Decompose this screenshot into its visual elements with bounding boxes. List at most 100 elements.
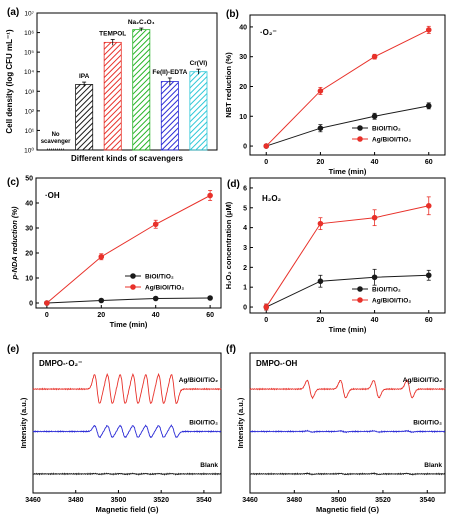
panel-d-annotation: H₂O₂ (262, 194, 282, 203)
panel-b-tag: (b) (226, 9, 239, 20)
panel-d-point-1-0 (263, 304, 270, 310)
panel-d-series-line-1 (265, 205, 429, 308)
panel-a-bar-label-5: Cr(VI) (190, 60, 208, 67)
panel-f-series-label-0: Ag/BiOI/TiO₂ (403, 377, 442, 384)
panel-e-series-label-1: BiOI/TiO₂ (189, 419, 218, 426)
panel-a-ytick-label-4: 10⁴ (24, 69, 34, 76)
panel-f-xlabel: Magnetic field (G) (316, 505, 379, 514)
panel-d-legend-marker-0 (357, 286, 363, 292)
panel-a-bar-2 (103, 41, 122, 151)
panel-b-frame (249, 14, 446, 156)
panel-a-xlabel: Different kinds of scavengers (71, 154, 184, 163)
panel-a-tag: (a) (7, 7, 19, 18)
panel-c-point-0-2 (152, 295, 159, 302)
panel-c-ytick-label-4: 40 (25, 201, 33, 208)
panel-d-xtick-label-0: 0 (264, 317, 268, 324)
panel-c-xtick-label-1: 20 (97, 312, 105, 319)
panel-f-annotation: DMPO-·OH (256, 359, 298, 368)
panel-d-legend-marker-1 (357, 297, 363, 303)
panel-c-legend-marker-1 (130, 284, 136, 290)
panel-d-series-line-0 (266, 274, 429, 308)
panel-e-xlabel: Magnetic field (G) (96, 505, 159, 514)
panel-c-tag: (c) (7, 177, 19, 188)
panel-c-legend-label-1: Ag/BiOI/TiO₂ (145, 285, 184, 292)
panel-b-ytick-label-4: 40 (239, 24, 247, 31)
panel-d-ytick-label-6: 6 (243, 185, 247, 192)
panel-f-tag: (f) (226, 344, 236, 355)
panel-c-point-1-1 (98, 253, 105, 260)
panel-b-xtick-label-3: 60 (425, 159, 433, 166)
panel-f-ylabel: Intensity (a.u.) (236, 397, 245, 448)
panel-b-point-1-2 (371, 53, 378, 60)
panel-e-spectrum-1 (32, 424, 222, 439)
panel-c-xtick-label-3: 60 (206, 312, 214, 319)
panel-e-frame (32, 352, 222, 494)
panel-b-xlabel: Time (min) (329, 167, 367, 176)
panel-c-ytick-label-0: 0 (29, 301, 33, 308)
panel-c-point-1-3 (207, 192, 213, 199)
panel-d-xtick-label-3: 60 (425, 317, 433, 324)
panel-d-point-1-2 (371, 214, 378, 221)
panel-e-annotation: DMPO-·O₂⁻ (39, 359, 82, 368)
panel-b-point-0-3 (425, 103, 432, 109)
panel-c-legend-marker-0 (130, 273, 136, 279)
panel-f-spectrum-0 (249, 379, 446, 400)
panel-d-tag: (d) (227, 179, 240, 190)
panel-d-ytick-label-0: 0 (243, 305, 247, 312)
panel-d-legend-label-1: Ag/BiOI/TiO₂ (372, 298, 411, 305)
panel-a-bar-label-2: TEMPOL (99, 30, 126, 37)
panel-d-point-0-2 (371, 274, 378, 281)
panel-b-ytick-label-0: 0 (243, 144, 247, 151)
panel-d-ylabel: H₂O₂ concentration (μM) (224, 201, 233, 289)
panel-b-xtick-label-2: 40 (371, 159, 379, 166)
panel-b-xtick-label-1: 20 (317, 159, 325, 166)
panel-c-ytick-label-5: 50 (25, 176, 33, 183)
panel-e-xtick-label-4: 3540 (196, 497, 212, 504)
panel-e-series-label-2: Blank (200, 462, 218, 469)
panel-f-spectrum-1 (249, 429, 446, 434)
panel-c-point-1-0 (44, 300, 50, 306)
panel-d-point-0-1 (317, 278, 324, 285)
panel-f-xtick-label-4: 3540 (419, 497, 435, 504)
panel-c-legend-label-0: BiOI/TiO₂ (145, 274, 174, 281)
panel-b-ytick-label-1: 10 (239, 114, 247, 121)
panel-f-series-label-1: BiOI/TiO₂ (413, 419, 442, 426)
panel-b-point-0-2 (371, 113, 378, 120)
panel-d-point-1-3 (425, 202, 432, 209)
panel-e-tag: (e) (7, 344, 19, 355)
panel-e-series-label-0: Ag/BiOI/TiO₂ (179, 377, 218, 384)
panel-b-legend-label-0: BiOI/TiO₂ (372, 126, 401, 133)
panel-c-point-1-2 (152, 221, 159, 228)
panel-d-ytick-label-5: 5 (243, 205, 247, 212)
panel-a-ytick-label-1: 10¹ (25, 128, 35, 135)
panel-e-xtick-label-2: 3500 (111, 497, 127, 504)
panel-d-xtick-label-2: 40 (371, 317, 379, 324)
panel-a-bar-label-3: Na₂C₂O₄ (128, 19, 155, 26)
panel-b-xtick-label-0: 0 (264, 159, 268, 166)
panel-b-ylabel: NBT reduction (%) (224, 52, 233, 118)
panel-a-bar-label-0b: scavenger (41, 139, 71, 145)
panel-e-spectrum-2 (32, 472, 222, 476)
panel-b-legend-label-1: Ag/BiOI/TiO₂ (372, 137, 411, 144)
panel-d-legend-label-0: BiOI/TiO₂ (372, 287, 401, 294)
panel-f-spectrum-2 (249, 472, 446, 476)
panel-f-xtick-label-2: 3500 (331, 497, 347, 504)
panel-f-frame (249, 352, 446, 494)
panel-e-xtick-label-3: 3520 (153, 497, 169, 504)
panel-c-ytick-label-3: 30 (25, 226, 33, 233)
panel-a-bar-4 (160, 81, 179, 151)
panel-a-ytick-label-2: 10² (25, 108, 35, 115)
panel-e-xtick-label-0: 3460 (25, 497, 41, 504)
panel-a-bar-3 (132, 29, 151, 151)
panel-a-bar-1 (75, 84, 94, 151)
panel-a-bar-5 (189, 71, 208, 151)
panel-f-xtick-label-1: 3480 (287, 497, 303, 504)
panel-d-ytick-label-4: 4 (243, 225, 247, 232)
panel-a-bar-label-4: Fe(II)-EDTA (152, 69, 187, 76)
panel-a-bar-label-1: IPA (79, 73, 90, 80)
panel-a-ytick-label-0: 10⁰ (24, 147, 34, 155)
panel-b-annotation: ·O₂⁻ (260, 28, 277, 37)
panel-b-legend-marker-0 (357, 125, 363, 131)
panel-b-point-1-1 (317, 88, 324, 94)
